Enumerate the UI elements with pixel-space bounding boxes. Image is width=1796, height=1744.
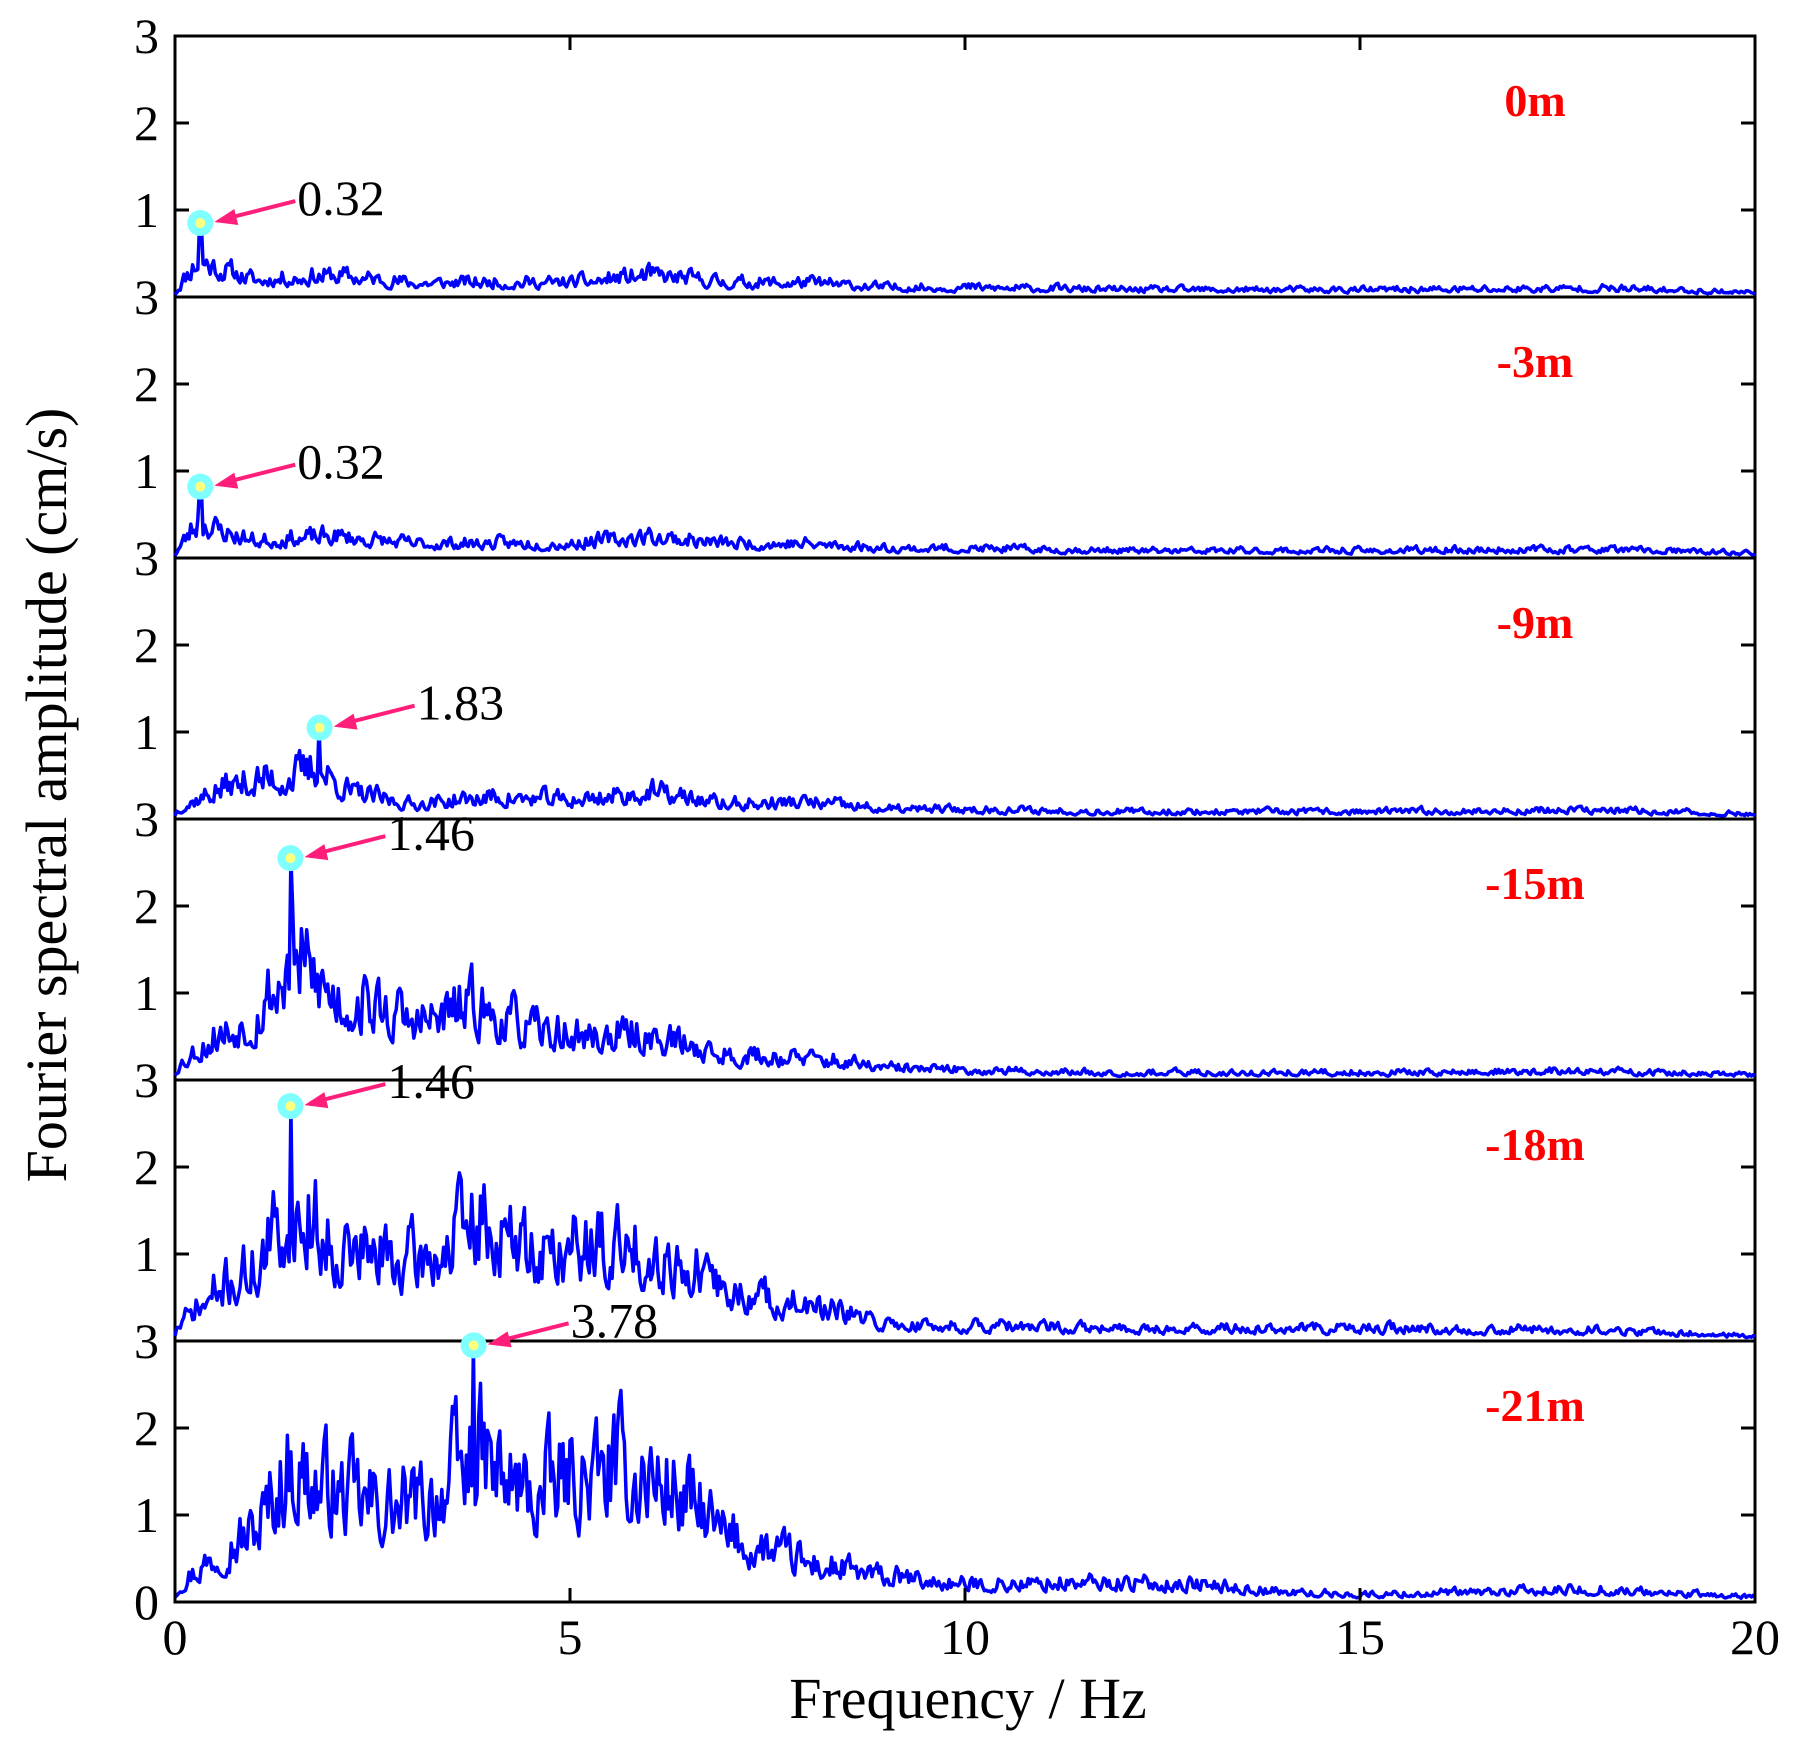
- peak-value-label: 3.78: [571, 1292, 659, 1348]
- y-tick-label: 1: [134, 704, 159, 760]
- peak-value-label: 0.32: [297, 170, 385, 226]
- panel--18m: 3 2 1 1.46 -18m: [134, 1052, 1756, 1340]
- y-tick-label: 3: [134, 1052, 159, 1108]
- peak-value-label: 0.32: [297, 434, 385, 490]
- panels-layer: 3 2 1 0.32 0m 3 2 1 0.32 -3m 3 2 1 1.83 -9m 3 2 1 1.46 -15m…: [134, 8, 1780, 1665]
- series-line--15m: [173, 856, 1756, 1079]
- panel-0m: 3 2 1 0.32 0m: [134, 8, 1756, 296]
- y-tick-label: 2: [134, 878, 159, 934]
- y-tick-label: 1: [134, 443, 159, 499]
- y-tick-label: 1: [134, 965, 159, 1021]
- peak-arrowhead: [333, 713, 358, 730]
- peak-marker-core: [468, 1340, 479, 1351]
- y-tick-label: 2: [134, 95, 159, 151]
- peak-arrowhead: [304, 1092, 329, 1109]
- y-tick-label: 2: [134, 356, 159, 412]
- series-line--3m: [173, 484, 1757, 557]
- panel--9m: 3 2 1 1.83 -9m: [134, 530, 1756, 818]
- depth-label: -15m: [1485, 858, 1585, 909]
- x-tick-label: 20: [1730, 1609, 1780, 1665]
- y-tick-label: 3: [134, 1313, 159, 1369]
- peak-value-label: 1.46: [387, 805, 475, 861]
- panel--21m: 3 2 1 0 3.78 -21m: [134, 1292, 1757, 1630]
- depth-label: 0m: [1504, 75, 1565, 126]
- y-tick-label: 1: [134, 182, 159, 238]
- peak-marker-core: [285, 853, 296, 864]
- peak-arrowhead: [304, 844, 329, 861]
- series-line--9m: [173, 725, 1756, 818]
- peak-marker-core: [314, 722, 325, 733]
- peak-arrowhead: [214, 209, 239, 226]
- x-tick-label: 0: [163, 1609, 188, 1665]
- peak-arrowhead: [487, 1331, 512, 1348]
- series-line-0m: [173, 221, 1756, 296]
- x-axis-title: Frequency / Hz: [789, 1666, 1147, 1731]
- series-line--18m: [173, 1104, 1756, 1340]
- x-tick-label: 15: [1335, 1609, 1385, 1665]
- panel--3m: 3 2 1 0.32 -3m: [134, 269, 1757, 557]
- series-line--21m: [173, 1343, 1757, 1601]
- y-tick-label: 3: [134, 269, 159, 325]
- y-tick-label: 1: [134, 1226, 159, 1282]
- depth-label: -18m: [1485, 1119, 1585, 1170]
- panel--15m: 3 2 1 1.46 -15m: [134, 791, 1756, 1079]
- y-tick-label: 2: [134, 1400, 159, 1456]
- y-tick-label: 2: [134, 1139, 159, 1195]
- y-tick-label: 3: [134, 530, 159, 586]
- depth-label: -9m: [1497, 597, 1574, 648]
- y-tick-label: 2: [134, 617, 159, 673]
- depth-label: -3m: [1497, 336, 1574, 387]
- peak-arrowhead: [214, 472, 239, 489]
- peak-marker-core: [285, 1101, 296, 1112]
- y-tick-label: 0: [134, 1574, 159, 1630]
- peak-value-label: 1.46: [387, 1053, 475, 1109]
- peak-marker-core: [195, 481, 206, 492]
- x-tick-label: 10: [940, 1609, 990, 1665]
- peak-value-label: 1.83: [417, 675, 505, 731]
- y-axis-title: Fourier spectral amplitude (cm/s): [14, 408, 79, 1183]
- axes-layer: Frequency / Hz Fourier spectral amplitud…: [14, 408, 1147, 1731]
- depth-label: -21m: [1485, 1380, 1585, 1431]
- y-tick-label: 1: [134, 1487, 159, 1543]
- y-tick-label: 3: [134, 8, 159, 64]
- peak-marker-core: [195, 218, 206, 229]
- x-tick-label: 5: [558, 1609, 583, 1665]
- y-tick-label: 3: [134, 791, 159, 847]
